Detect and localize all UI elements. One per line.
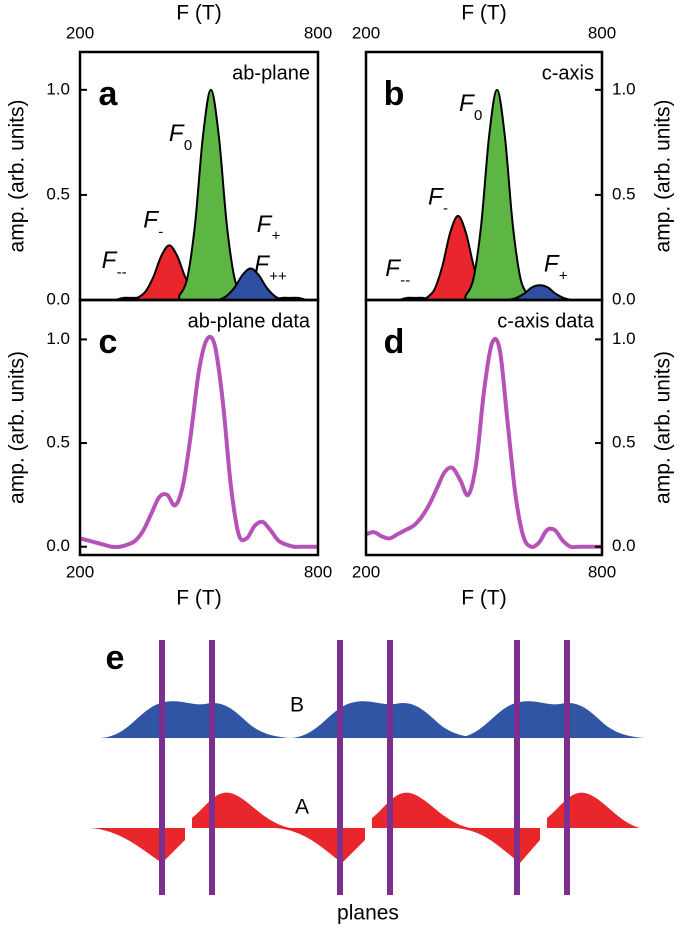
peak-label: F <box>428 183 444 210</box>
peak-label: F <box>459 90 475 117</box>
y-axis-label: amp. (arb. units) <box>6 351 29 504</box>
panel: 0.0 0.5 1.0 200 800 F (T) amp. (arb. units) d c-… <box>352 298 675 610</box>
x-tick-label: 200 <box>66 562 94 581</box>
wave-a <box>90 792 640 863</box>
plot-frame <box>364 298 604 557</box>
y-tick-label: 1.0 <box>612 329 636 348</box>
x-tick-label: 200 <box>66 23 94 42</box>
y-tick-label: 1.0 <box>46 329 70 348</box>
peak-label-sub: 0 <box>474 107 482 124</box>
panel-letter: c <box>99 323 118 361</box>
wave-label: B <box>290 694 304 717</box>
peak-label: F <box>169 120 185 147</box>
x-axis-label: F (T) <box>461 2 506 25</box>
y-tick-label: 1.0 <box>46 79 70 98</box>
panel-letter: e <box>106 639 125 677</box>
peak-area <box>464 88 530 301</box>
data-line <box>79 334 318 549</box>
y-tick-label: 1.0 <box>612 79 636 98</box>
x-tick-label: 800 <box>588 23 616 42</box>
peak-label-sub: -- <box>400 272 410 289</box>
peak-label: F <box>143 207 159 234</box>
wave-label: A <box>295 796 309 819</box>
y-tick-label: 0.5 <box>612 433 636 452</box>
data-line <box>365 337 602 550</box>
y-axis-label: amp. (arb. units) <box>6 100 29 253</box>
peak-label: F <box>254 251 270 278</box>
y-tick-label: 0.0 <box>612 289 636 308</box>
panel-letter: d <box>384 323 405 361</box>
peak-label: F <box>257 211 273 238</box>
x-tick-label: 200 <box>352 562 380 581</box>
y-axis-label: amp. (arb. units) <box>652 351 675 504</box>
peak-area <box>178 88 244 301</box>
peak-label: F <box>102 247 118 274</box>
x-axis-label: F (T) <box>176 587 221 610</box>
y-tick-label: 0.5 <box>46 184 70 203</box>
wave-b <box>100 701 645 738</box>
annotation: ab-plane <box>232 62 310 84</box>
peak-label-sub: - <box>158 223 163 240</box>
panel: 0.0 0.5 1.0 200 800 F (T) amp. (arb. units) c ab… <box>6 298 332 610</box>
peak-label-sub: 0 <box>184 137 192 154</box>
peak-label-sub: + <box>559 267 568 284</box>
y-axis-label: amp. (arb. units) <box>652 100 675 253</box>
peak-label-sub: -- <box>117 264 127 281</box>
y-tick-label: 0.5 <box>612 184 636 203</box>
annotation: c-axis <box>542 62 594 84</box>
panel-e-diagram: e B A planes <box>90 639 645 925</box>
peak-area <box>218 267 283 301</box>
y-tick-label: 0.0 <box>46 289 70 308</box>
annotation: ab-plane data <box>188 310 311 332</box>
caption: planes <box>337 902 399 925</box>
x-axis-label: F (T) <box>461 587 506 610</box>
x-tick-label: 200 <box>352 23 380 42</box>
x-tick-label: 800 <box>588 562 616 581</box>
peak-label-sub: - <box>443 200 448 217</box>
peak-label: F <box>544 251 560 278</box>
peak-area <box>508 284 572 301</box>
planes-lines <box>159 640 570 895</box>
panel-letter: a <box>99 75 119 113</box>
panel-letter: b <box>384 75 405 113</box>
y-tick-label: 0.0 <box>46 536 70 555</box>
annotation: c-axis data <box>497 310 595 332</box>
plot-frame <box>78 298 320 557</box>
y-tick-label: 0.5 <box>46 433 70 452</box>
x-axis-label: F (T) <box>176 2 221 25</box>
y-tick-label: 0.0 <box>612 536 636 555</box>
peak-label-sub: + <box>272 227 281 244</box>
peak-label-sub: ++ <box>269 268 287 285</box>
x-tick-label: 800 <box>304 562 332 581</box>
peak-label: F <box>385 255 401 282</box>
x-tick-label: 800 <box>304 23 332 42</box>
